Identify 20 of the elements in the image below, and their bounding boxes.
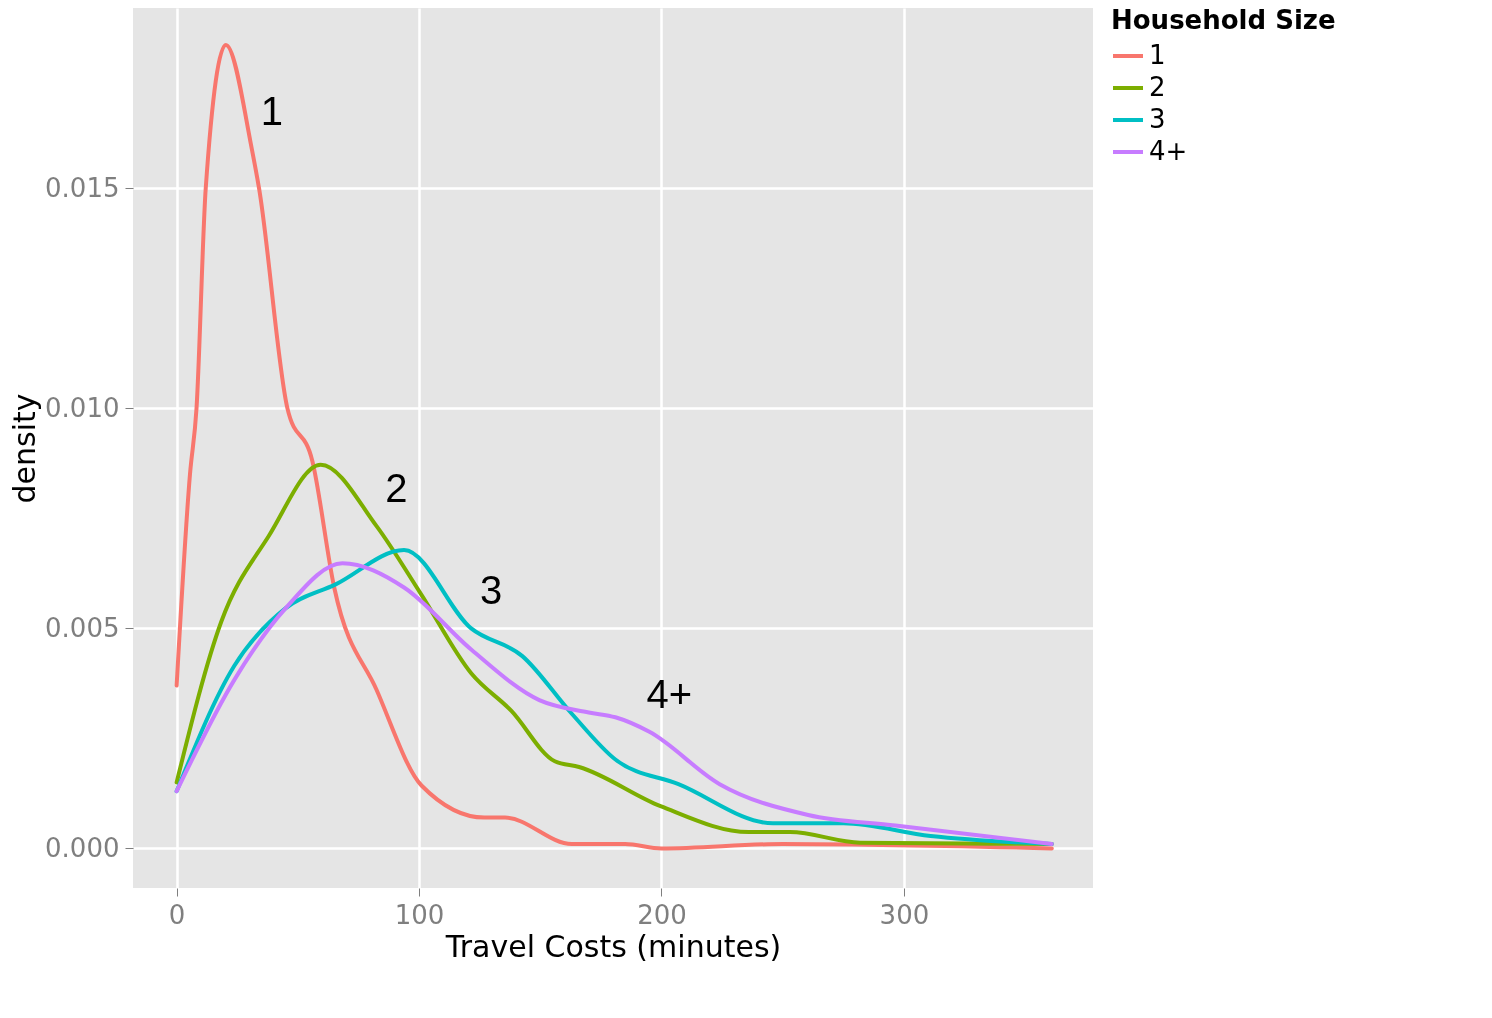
y-axis-title: density [7,393,43,504]
legend-label: 4+ [1149,136,1188,166]
x-tick-label: 100 [394,899,445,930]
annotation: 4+ [646,671,693,716]
x-tick-label: 0 [168,899,186,930]
y-tick-label: 0.000 [45,832,120,863]
y-tick-label: 0.005 [45,612,120,643]
annotation: 3 [480,568,503,613]
annotation: 2 [385,465,408,510]
x-tick-label: 200 [637,899,687,930]
line-series [174,42,1054,851]
y-tick-label: 0.010 [45,392,120,423]
legend-title: Household Size [1111,5,1336,35]
y-tick-label: 0.015 [45,172,120,203]
x-tick-label: 300 [879,899,930,930]
legend-label: 1 [1149,40,1166,70]
legend-label: 3 [1149,104,1166,134]
x-axis-title: Travel Costs (minutes) [444,928,782,964]
legend-label: 2 [1149,72,1166,102]
annotation: 1 [260,88,283,133]
